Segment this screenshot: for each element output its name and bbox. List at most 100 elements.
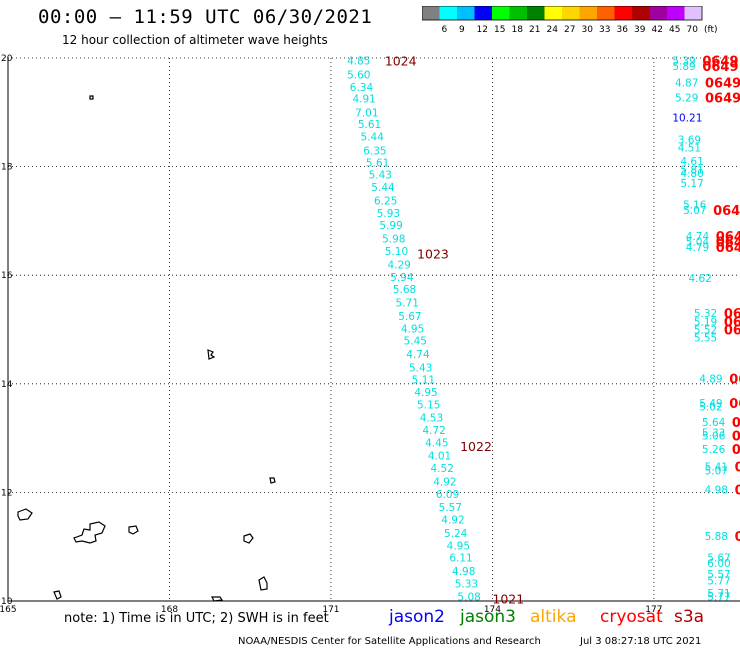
lat-tick-label: 14 (1, 380, 13, 390)
satellite-legend-jason3: jason3 (460, 607, 516, 627)
scale-unit-label: (ft) (704, 25, 718, 35)
swh-value-label: 5.44 (371, 182, 395, 194)
pass-time-label: 0 (735, 460, 740, 475)
swh-value-label: 6.35 (363, 145, 386, 157)
swh-value-label: 4.91 (352, 94, 375, 106)
scale-swatch (562, 6, 580, 20)
units-note: note: 1) Time is in UTC; 2) SWH is in fe… (64, 611, 329, 626)
scale-tick-label: 27 (564, 25, 575, 35)
pass-time-label: 06 (729, 397, 740, 412)
island-outline (89, 95, 94, 100)
pass-time-label: 064 (724, 324, 740, 339)
island-outline (211, 596, 224, 602)
swh-value-label: 5.24 (444, 528, 468, 540)
swh-value-label: 5.61 (358, 119, 381, 131)
satellite-legend-cryosat: cryosat (600, 607, 663, 627)
swh-value-label: 5.77 (707, 592, 730, 604)
swh-value-label: 10.21 (672, 113, 702, 125)
swh-value-label: 5.33 (455, 579, 478, 591)
footer-timestamp: Jul 3 08:27:18 UTC 2021 (580, 636, 702, 647)
lat-tick-label: 20 (1, 54, 13, 64)
island-outline (53, 590, 62, 600)
swh-value-label: 4.74 (686, 231, 710, 243)
pass-time-label: 064 (724, 307, 740, 322)
lat-tick-label: 10 (1, 597, 13, 607)
scale-tick-label: 24 (547, 25, 559, 35)
pass-time-label: 0648 (716, 230, 740, 245)
swh-value-label: 5.93 (377, 208, 400, 220)
swh-value-label: 4.52 (431, 463, 454, 475)
pass-time-label: 0648 (713, 204, 740, 219)
swh-value-label: 5.88 (705, 531, 728, 543)
swh-value-label: 6.09 (436, 489, 459, 501)
satellite-legend-altika: altika (530, 607, 577, 627)
pass-time-label: 0649 (705, 76, 740, 91)
swh-value-label: 5.89 (672, 61, 695, 73)
swh-value-label: 5.43 (409, 363, 432, 375)
swh-value-label: 5.11 (412, 374, 435, 386)
map-subtitle: 12 hour collection of altimeter wave hei… (62, 33, 328, 47)
scale-swatch (579, 6, 597, 20)
scale-tick-label: 21 (529, 25, 540, 35)
pass-time-label: 0649 (705, 92, 740, 107)
swh-value-label: 5.07 (705, 466, 728, 478)
pass-time-label: 0 (735, 530, 740, 545)
swh-value-label: 5.52 (694, 325, 717, 337)
swh-value-label: 5.33 (702, 428, 725, 440)
swh-value-label: 5.41 (705, 461, 728, 473)
map-title: 00:00 — 11:59 UTC 06/30/2021 (38, 6, 373, 28)
swh-value-label: 4.89 (699, 373, 722, 385)
swh-value-label: 7.01 (355, 107, 378, 119)
scale-tick-label: 6 (442, 25, 448, 35)
scale-swatch (527, 6, 545, 20)
island-outline (17, 508, 33, 521)
swh-value-label: 5.39 (672, 56, 695, 68)
footer-credit: NOAA/NESDIS Center for Satellite Applica… (238, 636, 541, 647)
lat-tick-label: 12 (1, 488, 12, 498)
swh-value-label: 6.34 (350, 82, 374, 94)
swh-value-label: 5.15 (417, 399, 440, 411)
swh-value-label: 4.74 (406, 349, 430, 361)
swh-value-label: 5.32 (694, 308, 717, 320)
pass-time-label: 1024 (385, 54, 417, 69)
scale-swatch (649, 6, 667, 20)
swh-value-label: 4.92 (441, 515, 464, 527)
scale-swatch (492, 6, 510, 20)
swh-value-label: 5.07 (683, 205, 706, 217)
lon-tick-label: 177 (645, 605, 662, 615)
scale-swatch (614, 6, 632, 20)
scale-tick-label: 30 (582, 25, 594, 35)
island-outline (73, 521, 106, 544)
swh-value-label: 5.99 (379, 220, 402, 232)
swh-value-label: 6.00 (707, 558, 730, 570)
pass-time-label: 064 (724, 315, 740, 330)
scale-swatch (684, 6, 702, 20)
lon-tick-label: 174 (484, 605, 501, 615)
swh-value-label: 4.72 (422, 425, 445, 437)
swh-value-label: 5.98 (382, 233, 405, 245)
swh-value-label: 4.45 (425, 437, 448, 449)
swh-value-label: 5.67 (398, 311, 421, 323)
scale-tick-label: 18 (512, 25, 524, 35)
scale-tick-label: 45 (669, 25, 680, 35)
lon-tick-label: 168 (161, 605, 178, 615)
swh-value-label: 5.57 (439, 502, 462, 514)
scale-tick-label: 39 (634, 25, 646, 35)
island-outline (207, 349, 216, 360)
swh-value-label: 5.94 (390, 272, 414, 284)
pass-time-label: 0649 (702, 55, 738, 70)
pass-time-label: 0649 (702, 60, 738, 75)
pass-time-label: 06 (732, 416, 740, 431)
pass-time-label: 06 (732, 429, 740, 444)
island-outlines (17, 95, 276, 602)
scale-swatch (439, 6, 457, 20)
scale-swatch (457, 6, 475, 20)
pass-time-label: 1023 (417, 246, 449, 261)
swh-value-label: 5.68 (393, 284, 416, 296)
swh-value-label: 6.11 (449, 553, 472, 565)
scale-tick-label: 33 (599, 25, 610, 35)
swh-value-label: 6.25 (374, 195, 397, 207)
scale-swatch (544, 6, 562, 20)
swh-value-label: 5.16 (683, 200, 707, 212)
swh-value-label: 5.49 (699, 398, 722, 410)
